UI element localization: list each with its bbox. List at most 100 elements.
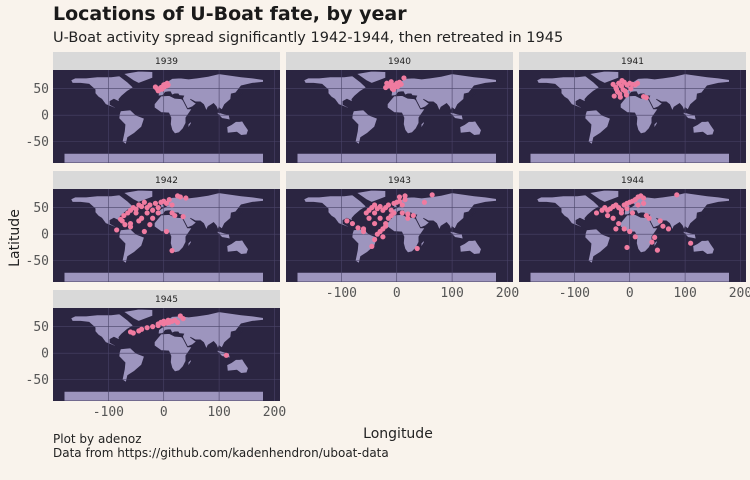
facet: 1940 — [286, 52, 513, 163]
land — [536, 75, 600, 112]
facet-title: 1939 — [155, 57, 178, 67]
facet: 1942 50 0 -50 — [26, 171, 280, 282]
point — [621, 226, 627, 232]
land — [584, 109, 611, 146]
point — [395, 83, 401, 90]
point — [652, 234, 658, 240]
land — [215, 231, 231, 240]
x-tick-label: 200 — [729, 286, 750, 301]
point — [121, 212, 127, 219]
strip — [53, 52, 280, 70]
point — [147, 202, 153, 208]
point — [593, 210, 600, 216]
x-tick-label: -100 — [326, 286, 357, 301]
land — [653, 120, 658, 130]
point — [385, 202, 392, 208]
point — [627, 228, 633, 235]
land — [187, 358, 192, 368]
plot-area — [286, 70, 513, 163]
point — [628, 86, 634, 92]
point — [169, 248, 175, 254]
point — [163, 228, 170, 235]
land — [118, 228, 145, 265]
point — [138, 326, 145, 332]
point — [133, 206, 139, 212]
point — [624, 244, 630, 251]
point — [654, 247, 661, 253]
point — [632, 234, 638, 240]
point — [180, 316, 186, 322]
caption: Plot by adenoz — [53, 432, 142, 446]
point — [640, 200, 647, 206]
point — [616, 220, 622, 227]
strip — [286, 171, 513, 189]
point — [166, 197, 172, 203]
land — [118, 347, 145, 384]
facet: 1945 -100 0 100 200 50 0 -50 — [26, 290, 286, 420]
land — [420, 239, 425, 249]
land — [226, 120, 249, 136]
point — [141, 199, 147, 205]
point — [174, 193, 181, 199]
land — [459, 239, 482, 255]
land — [692, 120, 715, 136]
point — [117, 216, 124, 222]
land — [459, 120, 482, 136]
land — [468, 210, 476, 217]
point — [657, 218, 663, 224]
land — [235, 329, 243, 336]
land — [536, 194, 600, 231]
point — [155, 322, 161, 329]
facet: 1943 -100 0 100 200 — [286, 171, 519, 301]
point — [640, 93, 647, 100]
plot-area — [519, 70, 746, 163]
point — [138, 203, 145, 210]
point — [646, 215, 652, 221]
point — [155, 210, 161, 216]
x-tick-label: 100 — [673, 286, 696, 301]
point — [649, 239, 655, 245]
land — [226, 358, 249, 374]
point — [150, 207, 156, 213]
point — [623, 92, 630, 98]
strip — [53, 171, 280, 189]
x-axis-label: Longitude — [363, 426, 433, 442]
point — [122, 222, 128, 228]
x-tick-label: 200 — [263, 405, 286, 420]
point — [610, 215, 616, 221]
land — [448, 231, 464, 240]
plot-area — [286, 189, 513, 282]
point — [159, 86, 165, 92]
point — [144, 325, 150, 331]
point — [613, 86, 620, 92]
land — [157, 311, 264, 351]
point — [141, 228, 147, 235]
point — [180, 214, 186, 220]
x-tick-label: 200 — [496, 286, 519, 301]
x-tick-label: -100 — [559, 286, 590, 301]
strip — [286, 52, 513, 70]
y-tick-label: -50 — [26, 135, 49, 150]
point — [634, 80, 641, 86]
point — [369, 243, 375, 249]
y-axis-label: Latitude — [7, 209, 23, 267]
y-tick-label: 0 — [41, 228, 49, 243]
point — [414, 245, 420, 252]
point — [401, 75, 407, 81]
y-tick-label: 0 — [41, 109, 49, 124]
x-tick-label: 0 — [393, 286, 401, 301]
land — [187, 239, 192, 249]
facet: 1941 — [519, 52, 746, 163]
facet: 1944 -100 0 100 200 — [519, 171, 750, 301]
point — [144, 210, 150, 216]
point — [165, 317, 171, 323]
facet-title: 1944 — [621, 176, 644, 186]
point — [629, 210, 636, 216]
point — [613, 226, 619, 232]
point — [384, 80, 390, 86]
land — [351, 109, 378, 146]
facet-title: 1940 — [388, 57, 411, 67]
point — [429, 192, 435, 198]
point — [169, 210, 175, 216]
